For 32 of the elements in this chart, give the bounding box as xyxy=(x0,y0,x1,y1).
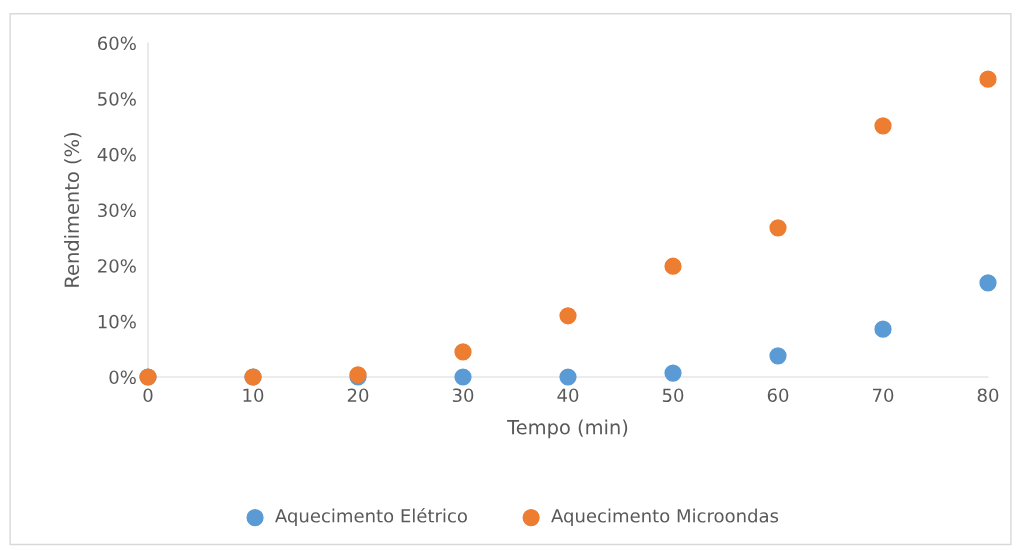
point xyxy=(664,364,682,382)
legend-label: Aquecimento Elétrico xyxy=(275,507,467,527)
point xyxy=(979,274,997,292)
y-tick-label: 40% xyxy=(97,147,136,162)
x-axis-title: Tempo (min) xyxy=(507,419,628,439)
y-tick-label: 50% xyxy=(98,92,136,106)
point xyxy=(454,368,472,386)
point xyxy=(769,347,787,365)
x-tick-label: 50 xyxy=(662,388,684,403)
x-tick-label: 40 xyxy=(557,388,579,403)
point xyxy=(559,307,577,325)
point xyxy=(769,219,787,237)
y-tick-label: 0% xyxy=(109,370,136,385)
x-tick-label: 10 xyxy=(243,388,264,403)
x-tick-label: 60 xyxy=(767,388,789,403)
point xyxy=(874,117,892,135)
point xyxy=(874,320,892,338)
y-tick-label: 60% xyxy=(98,36,136,51)
x-tick-label: 70 xyxy=(872,388,894,403)
point xyxy=(979,70,997,88)
y-axis-title: Rendimento (%) xyxy=(64,133,82,287)
point xyxy=(559,368,577,386)
y-tick-label: 20% xyxy=(98,259,136,273)
x-tick-label: 20 xyxy=(347,388,369,403)
y-tick-label: 10% xyxy=(98,314,136,329)
point xyxy=(664,257,682,275)
x-tick-label: 0 xyxy=(143,388,153,403)
x-tick-label: 80 xyxy=(977,388,999,403)
y-tick-label: 30% xyxy=(98,203,136,218)
legend-label: Aquecimento Microondas xyxy=(551,508,779,527)
x-tick-label: 30 xyxy=(452,388,474,403)
point xyxy=(454,343,472,361)
